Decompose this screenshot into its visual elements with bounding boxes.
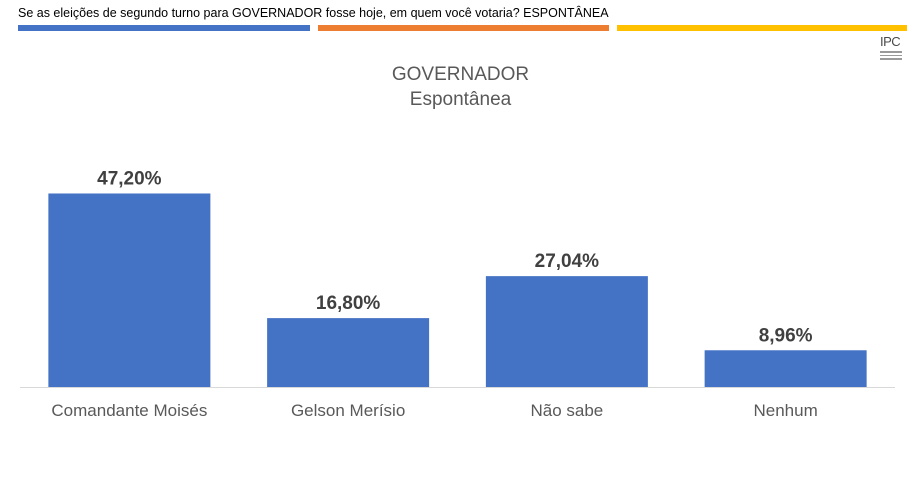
data-label: 8,96% <box>759 325 813 346</box>
category-label: Não sabe <box>530 401 603 420</box>
bar <box>267 318 430 387</box>
logo-text: IPC <box>880 34 901 49</box>
data-label: 16,80% <box>316 293 381 314</box>
bar <box>48 193 211 387</box>
survey-question: Se as eleições de segundo turno para GOV… <box>18 6 609 20</box>
category-label: Gelson Merísio <box>291 401 405 420</box>
data-label: 27,04% <box>535 251 600 272</box>
chart-subtitle: Espontânea <box>409 89 512 110</box>
data-label: 47,20% <box>97 168 162 189</box>
header-stripe-blue <box>18 25 310 31</box>
chart-title: GOVERNADOR <box>391 64 530 85</box>
ipc-logo-icon: IPC <box>880 34 910 64</box>
header-stripe-orange <box>318 25 609 31</box>
header-stripe-yellow <box>617 25 907 31</box>
bar <box>704 350 867 387</box>
category-label: Comandante Moisés <box>51 401 207 420</box>
bar <box>485 276 648 387</box>
category-label: Nenhum <box>753 401 817 420</box>
